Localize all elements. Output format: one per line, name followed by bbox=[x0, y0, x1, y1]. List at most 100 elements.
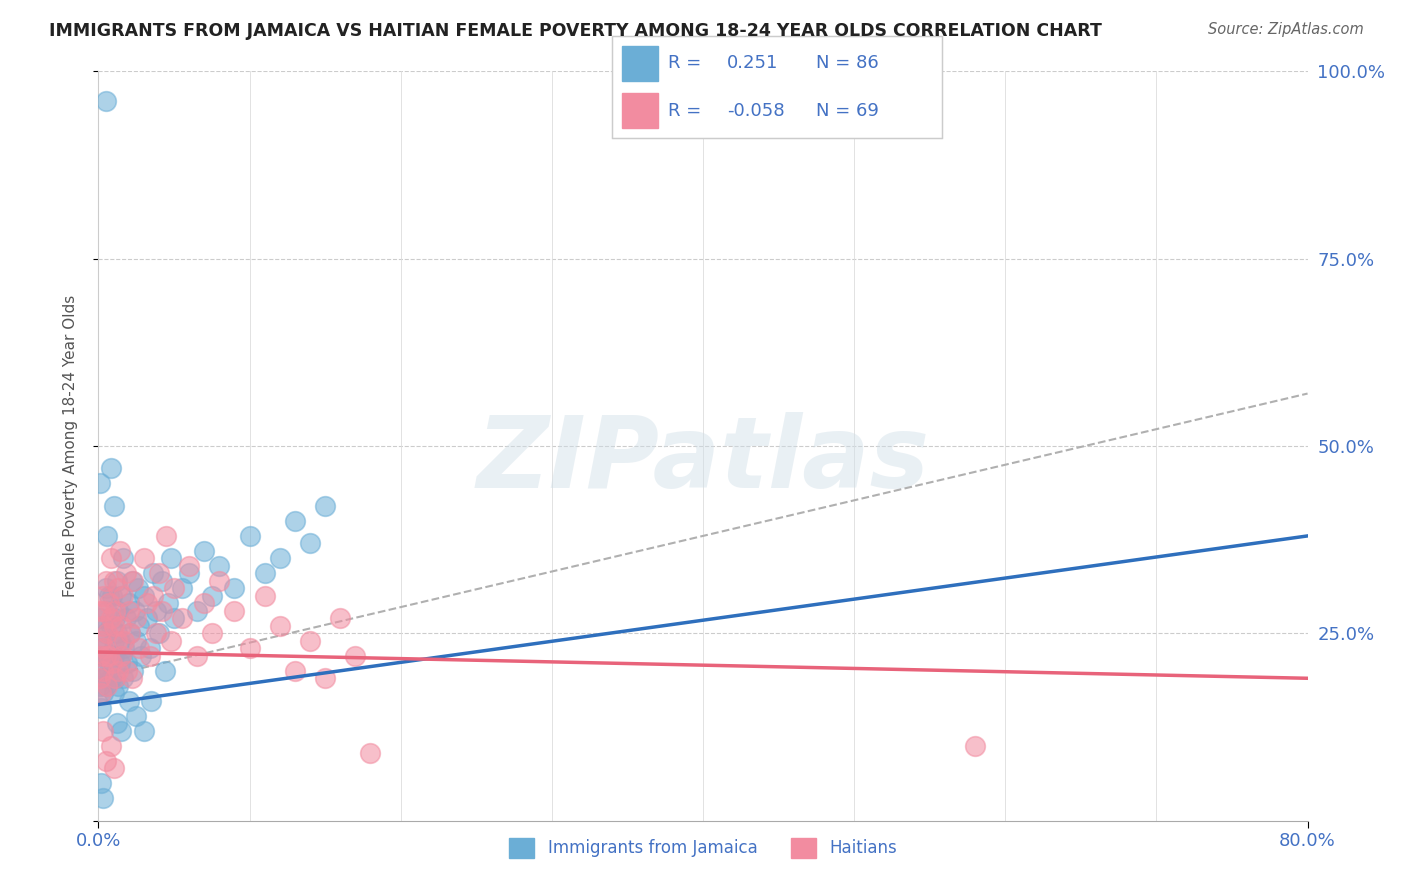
Point bbox=[89, 476, 111, 491]
Point bbox=[96, 604, 118, 618]
Point bbox=[239, 529, 262, 543]
Text: R =: R = bbox=[668, 54, 702, 72]
Point bbox=[186, 648, 208, 663]
Point bbox=[208, 558, 231, 573]
Point bbox=[107, 664, 129, 678]
Point bbox=[239, 641, 262, 656]
Point bbox=[132, 551, 155, 566]
Point bbox=[94, 95, 117, 109]
Text: N = 69: N = 69 bbox=[817, 102, 879, 120]
Point bbox=[193, 596, 215, 610]
Point bbox=[121, 671, 143, 685]
Point bbox=[145, 626, 167, 640]
Point bbox=[284, 514, 307, 528]
Point bbox=[94, 582, 117, 596]
Point bbox=[125, 708, 148, 723]
Point bbox=[91, 664, 114, 678]
Point bbox=[145, 604, 167, 618]
Point bbox=[90, 776, 112, 790]
Point bbox=[153, 664, 176, 678]
Bar bbox=[621, 45, 658, 81]
Point bbox=[108, 657, 131, 671]
Point bbox=[105, 716, 128, 731]
Point bbox=[96, 648, 118, 663]
Point bbox=[122, 574, 145, 588]
Point bbox=[121, 574, 143, 588]
Point bbox=[329, 611, 352, 625]
Point bbox=[91, 686, 114, 700]
Point bbox=[91, 589, 114, 603]
Point bbox=[96, 529, 118, 543]
Point bbox=[150, 574, 173, 588]
Point bbox=[127, 582, 149, 596]
Point bbox=[89, 611, 111, 625]
Text: 0.251: 0.251 bbox=[727, 54, 779, 72]
Point bbox=[118, 604, 141, 618]
Point bbox=[110, 723, 132, 738]
Point bbox=[118, 596, 141, 610]
Point bbox=[155, 529, 177, 543]
Point bbox=[103, 574, 125, 588]
Point bbox=[100, 619, 122, 633]
Point bbox=[132, 723, 155, 738]
Point bbox=[128, 641, 150, 656]
Point bbox=[135, 611, 157, 625]
Point bbox=[148, 566, 170, 581]
Bar bbox=[621, 93, 658, 128]
Point bbox=[132, 589, 155, 603]
Point bbox=[90, 701, 112, 715]
Point bbox=[93, 641, 115, 656]
Point bbox=[156, 596, 179, 610]
Point bbox=[314, 671, 336, 685]
Point bbox=[100, 671, 122, 685]
Point bbox=[89, 671, 111, 685]
Point bbox=[110, 619, 132, 633]
Point bbox=[98, 648, 121, 663]
Point bbox=[115, 657, 138, 671]
Point bbox=[89, 648, 111, 663]
Point bbox=[91, 641, 114, 656]
Point bbox=[965, 739, 987, 753]
Point bbox=[129, 648, 152, 663]
Point bbox=[91, 619, 114, 633]
Point bbox=[201, 589, 224, 603]
Point bbox=[93, 671, 115, 685]
Point bbox=[224, 582, 246, 596]
Point bbox=[253, 589, 276, 603]
Point bbox=[186, 604, 208, 618]
Point bbox=[128, 619, 150, 633]
Point bbox=[90, 664, 112, 678]
Point bbox=[94, 626, 117, 640]
Point bbox=[100, 461, 122, 475]
Point bbox=[103, 633, 125, 648]
Point bbox=[112, 641, 135, 656]
Point bbox=[94, 754, 117, 768]
Point bbox=[91, 671, 114, 685]
Point bbox=[160, 633, 183, 648]
Point bbox=[103, 648, 125, 663]
Point bbox=[193, 544, 215, 558]
Point bbox=[170, 582, 193, 596]
Point bbox=[89, 604, 111, 618]
Point bbox=[100, 551, 122, 566]
Point bbox=[110, 589, 132, 603]
Point bbox=[89, 648, 111, 663]
Point bbox=[105, 626, 128, 640]
Point bbox=[118, 694, 141, 708]
Point bbox=[179, 558, 201, 573]
Text: N = 86: N = 86 bbox=[817, 54, 879, 72]
Point bbox=[224, 604, 246, 618]
Point bbox=[115, 664, 138, 678]
Point bbox=[98, 596, 121, 610]
Point bbox=[163, 611, 186, 625]
Point bbox=[104, 604, 127, 618]
Point bbox=[105, 574, 128, 588]
Point bbox=[114, 611, 136, 625]
Point bbox=[101, 657, 124, 671]
Point bbox=[141, 694, 163, 708]
Point bbox=[139, 641, 162, 656]
Point bbox=[125, 611, 148, 625]
Point bbox=[89, 679, 111, 693]
Point bbox=[90, 633, 112, 648]
Point bbox=[139, 648, 162, 663]
